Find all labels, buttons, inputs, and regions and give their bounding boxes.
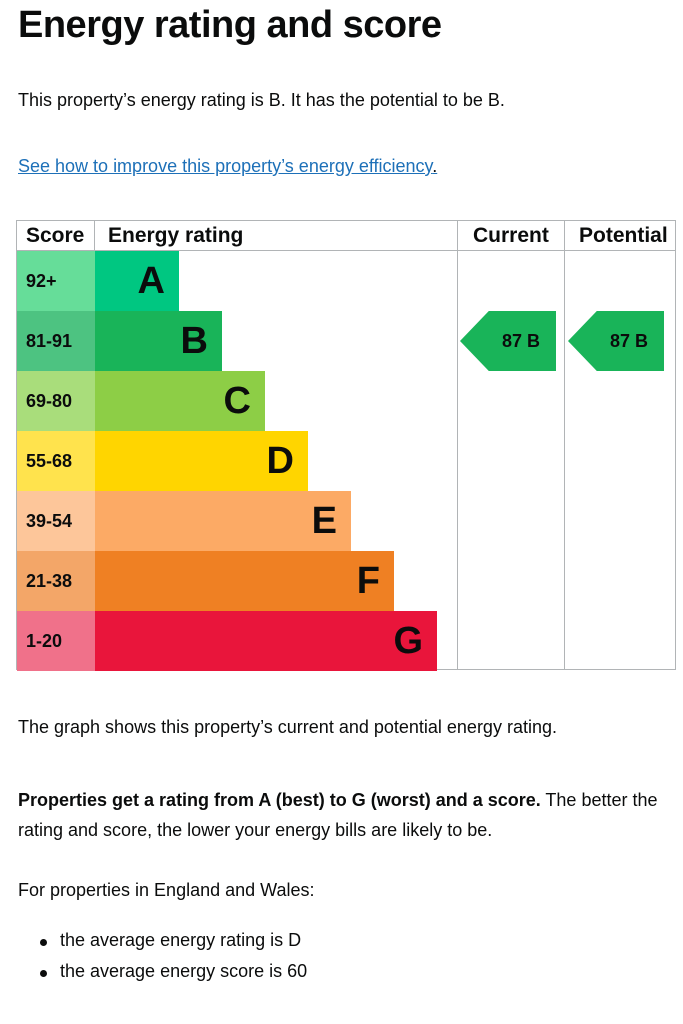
band-score-range: 92+ xyxy=(17,251,95,311)
band-letter: B xyxy=(180,320,208,362)
band-bar-c: C xyxy=(95,371,265,431)
header-energy-rating: Energy rating xyxy=(108,224,244,247)
header-current: Current xyxy=(473,224,549,247)
header-potential: Potential xyxy=(579,224,668,247)
band-bar-b: B xyxy=(95,311,222,371)
rating-explanation-bold: Properties get a rating from A (best) to… xyxy=(18,790,541,810)
band-score-range: 39-54 xyxy=(17,491,95,551)
rating-explanation-rest: The better the rating and score, the low… xyxy=(18,790,658,840)
band-score-range: 69-80 xyxy=(17,371,95,431)
band-bar-a: A xyxy=(95,251,179,311)
rating-summary: This property’s energy rating is B. It h… xyxy=(18,90,505,110)
rating-explanation: Properties get a rating from A (best) to… xyxy=(18,785,668,845)
average-list: the average energy rating is D the avera… xyxy=(18,930,307,992)
band-letter: A xyxy=(137,260,165,302)
potential-column-divider xyxy=(564,221,565,669)
current-rating-arrow: 87 B xyxy=(460,311,556,371)
band-score-range: 81-91 xyxy=(17,311,95,371)
current-rating-label: 87 B xyxy=(501,331,540,351)
band-letter: G xyxy=(393,620,423,662)
band-score-range: 55-68 xyxy=(17,431,95,491)
improve-efficiency-link[interactable]: See how to improve this property’s energ… xyxy=(18,156,437,177)
header-rule xyxy=(17,250,675,251)
header-divider xyxy=(94,221,95,251)
potential-rating-arrow: 87 B xyxy=(568,311,664,371)
band-bar-d: D xyxy=(95,431,308,491)
current-column-divider xyxy=(457,221,458,669)
band-score-range: 21-38 xyxy=(17,551,95,611)
page-title: Energy rating and score xyxy=(18,4,442,46)
energy-rating-chart: Score Energy rating Current Potential 92… xyxy=(16,220,676,671)
list-item: the average energy score is 60 xyxy=(18,961,307,992)
band-bar-e: E xyxy=(95,491,351,551)
potential-rating-label: 87 B xyxy=(609,331,648,351)
list-item: the average energy rating is D xyxy=(18,930,307,961)
header-score: Score xyxy=(26,224,85,247)
band-bar-g: G xyxy=(95,611,437,671)
band-letter: F xyxy=(356,560,380,602)
region-note: For properties in England and Wales: xyxy=(18,880,315,900)
band-letter: E xyxy=(311,500,337,542)
graph-note: The graph shows this property’s current … xyxy=(18,717,557,737)
improve-efficiency-link-text[interactable]: See how to improve this property’s energ… xyxy=(18,156,433,176)
band-letter: C xyxy=(223,380,251,422)
band-letter: D xyxy=(266,440,294,482)
link-suffix: . xyxy=(432,156,438,176)
band-score-range: 1-20 xyxy=(17,611,95,671)
band-bar-f: F xyxy=(95,551,394,611)
